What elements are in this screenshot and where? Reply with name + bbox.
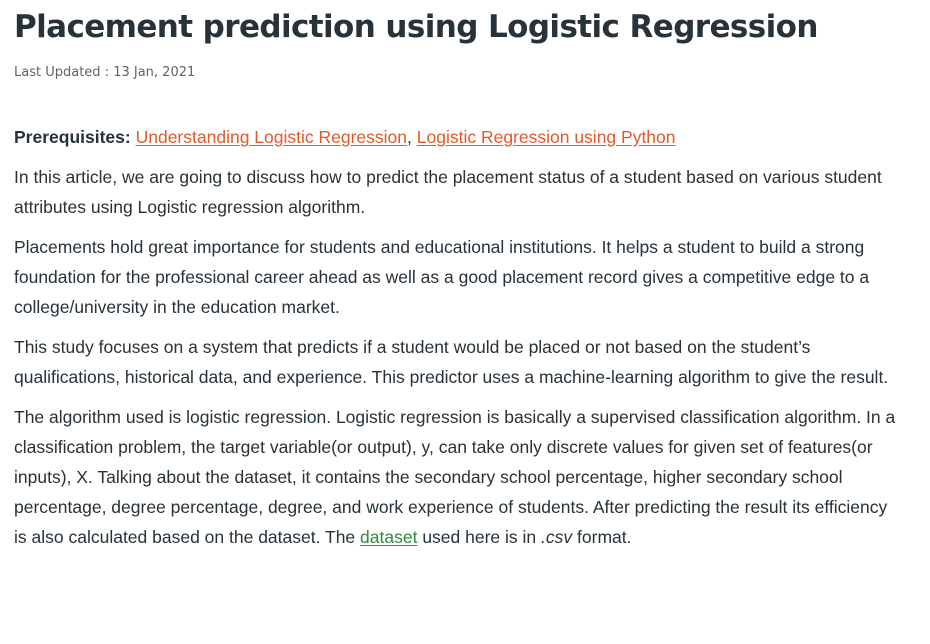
link-dataset[interactable]: dataset xyxy=(360,527,418,547)
file-format-csv: .csv xyxy=(541,527,573,547)
paragraph-algorithm-text: The algorithm used is logistic regressio… xyxy=(14,407,896,547)
link-logistic-regression-python[interactable]: Logistic Regression using Python xyxy=(416,127,676,147)
article-header: Placement prediction using Logistic Regr… xyxy=(14,0,914,81)
paragraph-algorithm: The algorithm used is logistic regressio… xyxy=(14,402,904,552)
prerequisites-line: Prerequisites: Understanding Logistic Re… xyxy=(14,122,904,152)
link-understanding-logistic-regression[interactable]: Understanding Logistic Regression xyxy=(135,127,407,147)
article-body: Prerequisites: Understanding Logistic Re… xyxy=(14,122,904,562)
prerequisites-label: Prerequisites: xyxy=(14,127,131,147)
last-updated-date: Last Updated : 13 Jan, 2021 xyxy=(14,65,196,80)
paragraph-algorithm-text-2: used here is in xyxy=(422,527,537,547)
paragraph-algorithm-end: format. xyxy=(577,527,632,547)
paragraph-study: This study focuses on a system that pred… xyxy=(14,337,889,387)
paragraph-intro: In this article, we are going to discuss… xyxy=(14,167,882,217)
page-title: Placement prediction using Logistic Regr… xyxy=(14,9,818,45)
prerequisites-separator: , xyxy=(407,127,412,147)
paragraph-placements: Placements hold great importance for stu… xyxy=(14,237,870,317)
